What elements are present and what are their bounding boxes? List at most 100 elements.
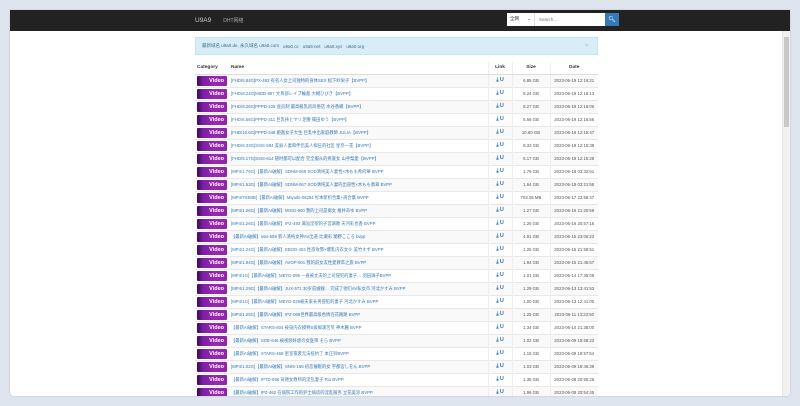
magnet-icon[interactable]: U: [499, 376, 504, 382]
magnet-icon[interactable]: U: [499, 233, 504, 239]
brand-link[interactable]: U9A9: [195, 17, 212, 24]
download-icon[interactable]: ⤓: [496, 272, 499, 278]
torrent-name-link[interactable]: 【最新AI破解】ssis-658 新人清纯女神AV出道·比濑彩 蘭野こころ bv…: [231, 233, 366, 239]
magnet-icon[interactable]: U: [499, 142, 504, 148]
torrent-name-link[interactable]: 【最新AI破解】IPTD-996 背德女教师的淫乱妻子 Rio BVPP: [231, 376, 344, 382]
torrent-name-link[interactable]: [FHD/10.6G]PPPD-348 姫姦女子大生 巨乳中出家庭教師 JULI…: [231, 129, 371, 135]
magnet-icon[interactable]: U: [499, 168, 504, 174]
torrent-name-link[interactable]: [MP4/1.25G]【最新AI破解】IPZ-069世界最高级色情百花路路 BV…: [231, 311, 361, 317]
torrent-name-link[interactable]: [FHD/8.24G]MIDD-887 文系部レイプ輪姦 大槻ひびき【BVPP】: [231, 90, 354, 96]
category-badge-video[interactable]: Video: [197, 127, 227, 138]
download-icon[interactable]: ⤓: [496, 259, 499, 265]
magnet-icon[interactable]: U: [499, 389, 504, 396]
magnet-icon[interactable]: U: [499, 350, 504, 356]
download-icon[interactable]: ⤓: [496, 77, 499, 83]
category-badge-video[interactable]: Video: [197, 192, 227, 203]
scrollbar[interactable]: [782, 31, 790, 396]
torrent-name-link[interactable]: 【最新AI破解】STARS-804 被染内衣模特S级痴漢苦笑 神木麗 BVPP: [231, 324, 362, 330]
download-icon[interactable]: ⤓: [496, 90, 499, 96]
torrent-name-link[interactable]: [MP4/1G]【最新AI破解】MEYD-095 一直被丈夫的上司侵犯的妻子… …: [231, 272, 392, 278]
domain-link[interactable]: u9a0.xyz: [324, 43, 343, 49]
torrent-name-link[interactable]: [MP4/1.76G]【最新AI破解】SDNM-069 SOD清纯美人妻性×木も…: [231, 168, 384, 174]
download-icon[interactable]: ⤓: [496, 363, 499, 369]
torrent-name-link[interactable]: [FHD/6.84G]PX-493 有名人女上司独特的身体SEX 松下紗栄子【B…: [231, 77, 370, 83]
torrent-name-link[interactable]: [FHD/8.33G]SSIS-584 美丽人妻和伴侣美人痴圧的社区 星奈一花【…: [231, 142, 374, 148]
category-badge-video[interactable]: Video: [197, 322, 227, 333]
search-button[interactable]: 🔍︎: [605, 13, 619, 26]
download-icon[interactable]: ⤓: [496, 389, 499, 396]
download-icon[interactable]: ⤓: [496, 168, 499, 174]
download-icon[interactable]: ⤓: [496, 298, 499, 304]
torrent-name-link[interactable]: [MP4/1.26G]【最新AI破解】IPZ-493 满溢淫欲的子宫调教 天河彩…: [231, 220, 376, 226]
category-badge-video[interactable]: Video: [197, 179, 227, 190]
category-badge-video[interactable]: Video: [197, 166, 227, 177]
magnet-icon[interactable]: U: [499, 181, 504, 187]
category-badge-video[interactable]: Video: [197, 348, 227, 359]
download-icon[interactable]: ⤓: [496, 194, 499, 200]
category-badge-video[interactable]: Video: [197, 114, 227, 125]
nav-link-dht[interactable]: DHT网络: [223, 18, 244, 24]
magnet-icon[interactable]: U: [499, 116, 504, 122]
torrent-name-link[interactable]: [MP4/1.94G]【最新AI破解】AVOP-001 我的前女友性愛教卒之旅 …: [231, 259, 367, 265]
magnet-icon[interactable]: U: [499, 155, 504, 161]
torrent-name-link[interactable]: 【最新AI破解】STARS-468 密室夜袭无法抵抗了 本庄铃BVPP: [231, 350, 349, 356]
category-badge-video[interactable]: Video: [197, 387, 227, 396]
category-badge-video[interactable]: Video: [197, 75, 227, 86]
download-icon[interactable]: ⤓: [496, 116, 499, 122]
magnet-icon[interactable]: U: [499, 311, 504, 317]
torrent-name-link[interactable]: [MP4/1.26G]【最新AI破解】MIGD-800 我的上司是痴女 推井あゆ…: [231, 207, 368, 213]
category-badge-video[interactable]: Video: [197, 101, 227, 112]
magnet-icon[interactable]: U: [499, 90, 504, 96]
search-input[interactable]: [535, 13, 605, 26]
magnet-icon[interactable]: U: [499, 246, 504, 252]
magnet-icon[interactable]: U: [499, 194, 504, 200]
category-badge-video[interactable]: Video: [197, 270, 227, 281]
magnet-icon[interactable]: U: [499, 207, 504, 213]
torrent-name-link[interactable]: [FHD/8.26G]PPPD-226 会员制 最高級乳房风俗店 水谷香織【BV…: [231, 103, 364, 109]
magnet-icon[interactable]: U: [499, 259, 504, 265]
category-badge-video[interactable]: Video: [197, 88, 227, 99]
magnet-icon[interactable]: U: [499, 285, 504, 291]
torrent-name-link[interactable]: 【最新AI破解】IPZ-462 在病院工作的护士病房的淫乱服务 立花美涼 BVP…: [231, 389, 373, 395]
download-icon[interactable]: ⤓: [496, 129, 499, 135]
close-icon[interactable]: ×: [585, 43, 588, 49]
category-badge-video[interactable]: Video: [197, 374, 227, 385]
magnet-icon[interactable]: U: [499, 77, 504, 83]
magnet-icon[interactable]: U: [499, 103, 504, 109]
download-icon[interactable]: ⤓: [496, 311, 499, 317]
torrent-name-link[interactable]: [MP4/1.24G]【最新AI破解】EBOD-404 性欲攻勢×爆乳内衣女仆 …: [231, 246, 384, 252]
category-badge-video[interactable]: Video: [197, 231, 227, 242]
category-badge-video[interactable]: Video: [197, 140, 227, 151]
scrollbar-thumb[interactable]: [784, 37, 789, 127]
download-icon[interactable]: ⤓: [496, 376, 499, 382]
magnet-icon[interactable]: U: [499, 272, 504, 278]
category-badge-video[interactable]: Video: [197, 218, 227, 229]
domain-link[interactable]: u9a9.net: [302, 43, 321, 49]
download-icon[interactable]: ⤓: [496, 324, 499, 330]
torrent-name-link[interactable]: [MP4/1G]【最新AI破解】MEYD-029被夫家长男侵犯的妻子 河北かすみ…: [231, 298, 379, 304]
download-icon[interactable]: ⤓: [496, 207, 499, 213]
torrent-name-link[interactable]: [MP4/1.63G]【最新AI破解】SDNM-067 SOD清纯美人妻的出道性…: [231, 181, 393, 187]
download-icon[interactable]: ⤓: [496, 181, 499, 187]
torrent-name-link[interactable]: 【最新AI破解】SOE-646 被视频奸虐の女医师 そら BVPP: [231, 337, 341, 343]
download-icon[interactable]: ⤓: [496, 285, 499, 291]
category-badge-video[interactable]: Video: [197, 296, 227, 307]
domain-link[interactable]: u9a0.cc: [283, 43, 299, 49]
download-icon[interactable]: ⤓: [496, 233, 499, 239]
download-icon[interactable]: ⤓: [496, 337, 499, 343]
download-icon[interactable]: ⤓: [496, 155, 499, 161]
torrent-name-link[interactable]: [MP4/1.02G]【最新AI破解】SNIS-166 初恋催眠的女 宇都宮しを…: [231, 363, 371, 369]
search-scope-select[interactable]: 全网 ⌄: [507, 13, 535, 26]
torrent-name-link[interactable]: [FHD/5.17G]SSIS-614 随时都可以配合 完全服从的疼爱女 山手梨…: [231, 155, 379, 161]
magnet-icon[interactable]: U: [499, 129, 504, 135]
download-icon[interactable]: ⤓: [496, 220, 499, 226]
category-badge-video[interactable]: Video: [197, 205, 227, 216]
category-badge-video[interactable]: Video: [197, 283, 227, 294]
download-icon[interactable]: ⤓: [496, 246, 499, 252]
category-badge-video[interactable]: Video: [197, 244, 227, 255]
magnet-icon[interactable]: U: [499, 337, 504, 343]
torrent-name-link[interactable]: [FHD/6.56G]PPPD-311 巨乳挟とヤリ足腰 篠田ゆう【BVPP】: [231, 116, 350, 122]
magnet-icon[interactable]: U: [499, 298, 504, 304]
magnet-icon[interactable]: U: [499, 220, 504, 226]
torrent-name-link[interactable]: [MP4/1.29G]【最新AI破解】JUX-571 30岁前嫂嫂… 完成了他们…: [231, 285, 406, 291]
